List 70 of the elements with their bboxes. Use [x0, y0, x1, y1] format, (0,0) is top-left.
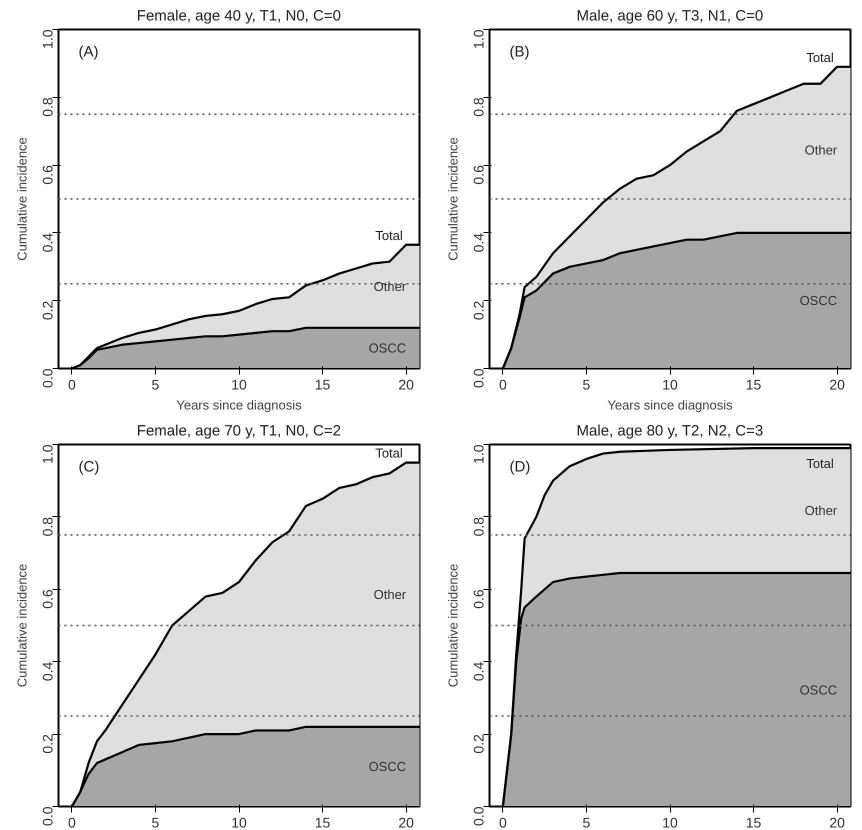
y-tick-label: 0.8	[40, 516, 56, 536]
y-axis-title: Cumulative incidence	[14, 564, 30, 688]
x-tick-label: 15	[314, 814, 331, 830]
annotation: Total	[806, 456, 834, 472]
series-label: OSCC	[368, 340, 406, 356]
series-label: Other	[804, 142, 838, 158]
y-tick-label: 0.2	[40, 734, 56, 754]
x-tick-label: 20	[398, 814, 414, 830]
x-tick-label: 0	[498, 814, 507, 830]
y-tick-label: 0.8	[470, 97, 486, 117]
x-tick-label: 15	[746, 376, 762, 392]
y-tick-label: 0.4	[470, 661, 486, 682]
x-tick-label: 5	[152, 376, 160, 392]
y-tick-label: 0.4	[40, 661, 56, 682]
annotation: Total	[806, 50, 834, 65]
chart-title: Male, age 60 y, T3, N1, C=0	[576, 8, 764, 24]
x-tick-label: 15	[314, 376, 331, 392]
annotation: (B)	[510, 44, 530, 60]
series-label: Other	[804, 503, 838, 518]
y-tick-label: 0.4	[40, 232, 56, 252]
y-tick-label: 0.6	[470, 164, 486, 185]
x-tick-label: 20	[398, 376, 414, 392]
y-tick-label: 1.0	[40, 29, 56, 49]
y-tick-label: 1.0	[40, 444, 56, 464]
x-axis-title: Years since diagnosis	[176, 398, 302, 412]
series-label: OSCC	[368, 759, 406, 774]
chart-title: Female, age 70 y, T1, N0, C=2	[136, 422, 341, 440]
x-tick-label: 0	[498, 376, 507, 392]
x-tick-label: 10	[662, 376, 678, 392]
series-label: Other	[374, 587, 407, 602]
y-tick-label: 0.0	[470, 368, 486, 388]
annotation: (D)	[510, 458, 530, 476]
y-axis-title: Cumulative incidence	[446, 137, 460, 261]
series-label: Other	[374, 278, 407, 294]
y-axis-title: Cumulative incidence	[14, 137, 30, 261]
y-tick-label: 0.0	[470, 806, 486, 826]
series-label: OSCC	[800, 293, 838, 308]
x-tick-label: 5	[582, 814, 591, 830]
y-tick-label: 0.0	[40, 806, 56, 826]
y-axis-title: Cumulative incidence	[446, 564, 460, 688]
x-axis-title: Years since diagnosis	[607, 398, 734, 412]
chart-title: Male, age 80 y, T2, N2, C=3	[576, 422, 764, 440]
y-tick-label: 0.8	[470, 516, 486, 536]
x-tick-label: 10	[662, 814, 678, 830]
y-tick-label: 0.6	[40, 164, 56, 185]
series-label: OSCC	[800, 682, 838, 698]
y-tick-label: 0.2	[470, 734, 486, 754]
x-tick-label: 15	[746, 814, 762, 830]
annotation: (A)	[78, 44, 99, 60]
annotation: Total	[375, 228, 403, 243]
y-tick-label: 0.6	[40, 589, 56, 609]
x-tick-label: 20	[829, 814, 846, 830]
x-tick-label: 0	[68, 814, 76, 830]
y-tick-label: 0.2	[470, 300, 486, 320]
y-tick-label: 0.8	[40, 97, 56, 117]
y-tick-label: 1.0	[470, 29, 486, 49]
x-tick-label: 0	[68, 376, 76, 392]
annotation: Total	[375, 446, 403, 461]
y-tick-label: 0.2	[40, 300, 56, 320]
x-tick-label: 5	[582, 376, 591, 392]
y-tick-label: 1.0	[470, 444, 486, 464]
x-tick-label: 10	[231, 814, 247, 830]
y-tick-label: 0.6	[470, 589, 486, 609]
x-tick-label: 10	[231, 376, 247, 392]
y-tick-label: 0.4	[470, 232, 486, 252]
x-tick-label: 20	[829, 376, 846, 392]
x-tick-label: 5	[152, 814, 160, 830]
y-tick-label: 0.0	[40, 368, 56, 388]
annotation: (C)	[78, 458, 100, 476]
chart-title: Female, age 40 y, T1, N0, C=0	[136, 8, 341, 24]
